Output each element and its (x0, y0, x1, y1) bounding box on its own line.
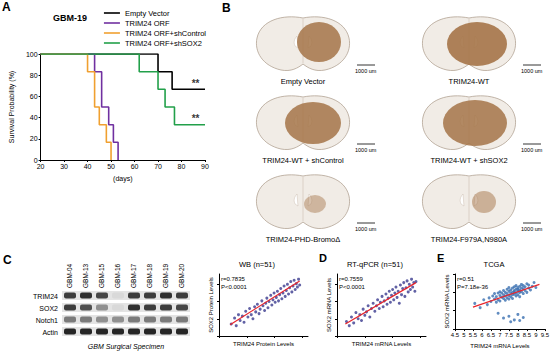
svg-text:r=0.7559: r=0.7559 (339, 276, 364, 282)
svg-text:8.5: 8.5 (523, 332, 532, 338)
svg-text:7.5: 7.5 (505, 332, 514, 338)
svg-text:TRIM24-WT: TRIM24-WT (449, 77, 490, 86)
svg-text:TRIM24-WT + shSOX2: TRIM24-WT + shSOX2 (430, 156, 507, 165)
svg-text:(days): (days) (113, 175, 132, 183)
svg-text:P<0.0001: P<0.0001 (339, 284, 366, 290)
svg-text:GBM-04: GBM-04 (66, 263, 73, 288)
svg-text:60: 60 (30, 93, 38, 100)
svg-text:E: E (437, 252, 444, 264)
svg-text:TCGA: TCGA (484, 260, 505, 269)
svg-text:SOX2 Protein Levels: SOX2 Protein Levels (208, 277, 214, 333)
svg-text:40: 40 (30, 114, 38, 121)
svg-text:GBM-20: GBM-20 (178, 263, 185, 288)
svg-text:TRIM24-PHD-BromoΔ: TRIM24-PHD-BromoΔ (266, 235, 341, 244)
svg-text:1000 um: 1000 um (521, 68, 543, 74)
svg-text:Empty Vector: Empty Vector (125, 9, 170, 18)
svg-text:**: ** (192, 113, 200, 124)
svg-text:0: 0 (33, 156, 38, 164)
svg-text:TRIM24 Protein Levels: TRIM24 Protein Levels (233, 341, 294, 347)
svg-text:6.5: 6.5 (487, 332, 496, 338)
svg-text:Actin: Actin (42, 329, 58, 336)
svg-text:GBM-13: GBM-13 (82, 263, 89, 288)
svg-text:TRIM24 ORF+shControl: TRIM24 ORF+shControl (125, 29, 206, 38)
svg-text:90: 90 (201, 163, 209, 170)
svg-text:GBM-17: GBM-17 (130, 263, 137, 288)
svg-text:SOX2: SOX2 (39, 305, 58, 312)
svg-text:GBM-19: GBM-19 (53, 13, 87, 23)
svg-text:50: 50 (107, 163, 115, 170)
svg-text:C: C (3, 253, 12, 267)
svg-text:D: D (319, 252, 327, 264)
svg-text:20: 20 (30, 135, 38, 142)
svg-text:TRIM24 ORF: TRIM24 ORF (125, 19, 170, 28)
svg-text:20: 20 (37, 163, 45, 170)
svg-text:60: 60 (131, 163, 139, 170)
svg-text:A: A (2, 0, 11, 14)
svg-text:5: 5 (462, 332, 466, 338)
svg-text:TRIM24-WT + shControl: TRIM24-WT + shControl (262, 156, 344, 165)
svg-text:P=7.18e-36: P=7.18e-36 (457, 284, 489, 290)
svg-text:r=0.51: r=0.51 (457, 276, 475, 282)
svg-text:1000 um: 1000 um (521, 147, 543, 153)
svg-text:SOX2 mRNA Levels: SOX2 mRNA Levels (444, 275, 450, 329)
svg-text:8: 8 (516, 332, 520, 338)
svg-text:Survival Probability (%): Survival Probability (%) (8, 71, 16, 143)
svg-text:GBM-19: GBM-19 (162, 263, 169, 288)
svg-text:SOX2 mRNA Levels: SOX2 mRNA Levels (326, 278, 332, 332)
svg-text:100: 100 (26, 51, 38, 58)
svg-text:1000 um: 1000 um (355, 226, 377, 232)
svg-text:70: 70 (154, 163, 162, 170)
svg-text:GBM-16: GBM-16 (114, 263, 121, 288)
svg-text:40: 40 (84, 163, 92, 170)
svg-text:9: 9 (534, 332, 538, 338)
svg-text:80: 80 (178, 163, 186, 170)
svg-text:TRIM24 mRNA Levels: TRIM24 mRNA Levels (352, 341, 411, 347)
svg-text:WB (n=51): WB (n=51) (239, 260, 276, 269)
svg-text:1000 um: 1000 um (521, 226, 543, 232)
svg-text:7: 7 (498, 332, 502, 338)
svg-text:1000 um: 1000 um (355, 147, 377, 153)
svg-text:TRIM24 ORF+shSOX2: TRIM24 ORF+shSOX2 (125, 39, 202, 48)
svg-text:1000 um: 1000 um (355, 68, 377, 74)
svg-text:6: 6 (480, 332, 484, 338)
svg-text:TRIM24-F979A,N980A: TRIM24-F979A,N980A (431, 235, 507, 244)
svg-text:**: ** (192, 78, 200, 89)
svg-text:30: 30 (60, 163, 68, 170)
svg-text:TRIM24 mRNA Levels: TRIM24 mRNA Levels (470, 343, 529, 349)
svg-text:Notch1: Notch1 (36, 317, 58, 324)
svg-text:P<0.0001: P<0.0001 (221, 284, 248, 290)
svg-text:r=0.7835: r=0.7835 (221, 276, 246, 282)
svg-text:GBM-15: GBM-15 (98, 263, 105, 288)
svg-text:B: B (222, 1, 231, 15)
svg-text:Empty Vector: Empty Vector (281, 77, 326, 86)
svg-text:GBM Surgical Specimen: GBM Surgical Specimen (88, 343, 164, 351)
svg-text:RT-qPCR (n=51): RT-qPCR (n=51) (347, 260, 403, 269)
svg-text:9.5: 9.5 (541, 332, 550, 338)
svg-text:GBM-18: GBM-18 (146, 263, 153, 288)
svg-text:5.5: 5.5 (469, 332, 478, 338)
svg-text:TRIM24: TRIM24 (33, 293, 58, 300)
svg-text:80: 80 (30, 72, 38, 79)
svg-text:4.5: 4.5 (451, 332, 460, 338)
